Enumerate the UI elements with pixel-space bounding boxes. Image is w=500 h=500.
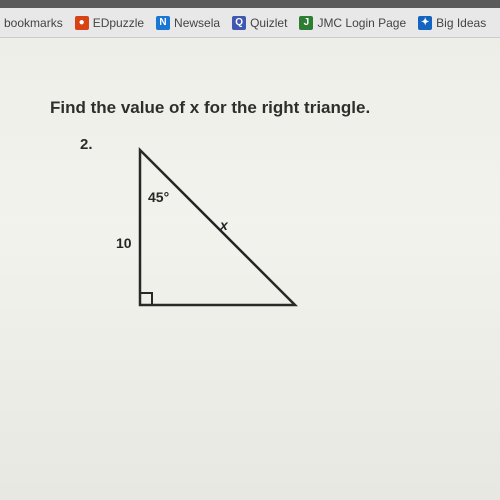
bookmark-item-bookmarks[interactable]: bookmarks bbox=[4, 16, 63, 30]
bookmark-item-newsela[interactable]: N Newsela bbox=[156, 16, 220, 30]
bookmark-item-quizlet[interactable]: Q Quizlet bbox=[232, 16, 287, 30]
question-prompt: Find the value of x for the right triang… bbox=[50, 98, 450, 118]
quizlet-icon: Q bbox=[232, 16, 246, 30]
bookmark-label: Big Ideas bbox=[436, 16, 486, 30]
edpuzzle-icon: ● bbox=[75, 16, 89, 30]
bigideas-icon: ✦ bbox=[418, 16, 432, 30]
newsela-icon: N bbox=[156, 16, 170, 30]
bookmark-item-jmc[interactable]: J JMC Login Page bbox=[299, 16, 406, 30]
right-angle-marker bbox=[140, 293, 152, 305]
bookmark-label: Newsela bbox=[174, 16, 220, 30]
content-area: Find the value of x for the right triang… bbox=[0, 38, 500, 500]
triangle-shape bbox=[140, 150, 295, 305]
bookmark-label: bookmarks bbox=[4, 16, 63, 30]
bookmark-label: JMC Login Page bbox=[317, 16, 406, 30]
browser-chrome-bar bbox=[0, 0, 500, 8]
bookmark-label: Quizlet bbox=[250, 16, 287, 30]
bookmark-item-bigideas[interactable]: ✦ Big Ideas bbox=[418, 16, 486, 30]
jmc-icon: J bbox=[299, 16, 313, 30]
bookmarks-bar: bookmarks ● EDpuzzle N Newsela Q Quizlet… bbox=[0, 8, 500, 38]
bookmark-label: EDpuzzle bbox=[93, 16, 144, 30]
triangle-svg bbox=[100, 145, 340, 345]
side-left-label: 10 bbox=[116, 235, 132, 251]
triangle-diagram: 45° 10 x bbox=[100, 145, 340, 345]
bookmark-item-edpuzzle[interactable]: ● EDpuzzle bbox=[75, 16, 144, 30]
angle-label: 45° bbox=[148, 189, 169, 205]
hypotenuse-label: x bbox=[220, 217, 228, 233]
